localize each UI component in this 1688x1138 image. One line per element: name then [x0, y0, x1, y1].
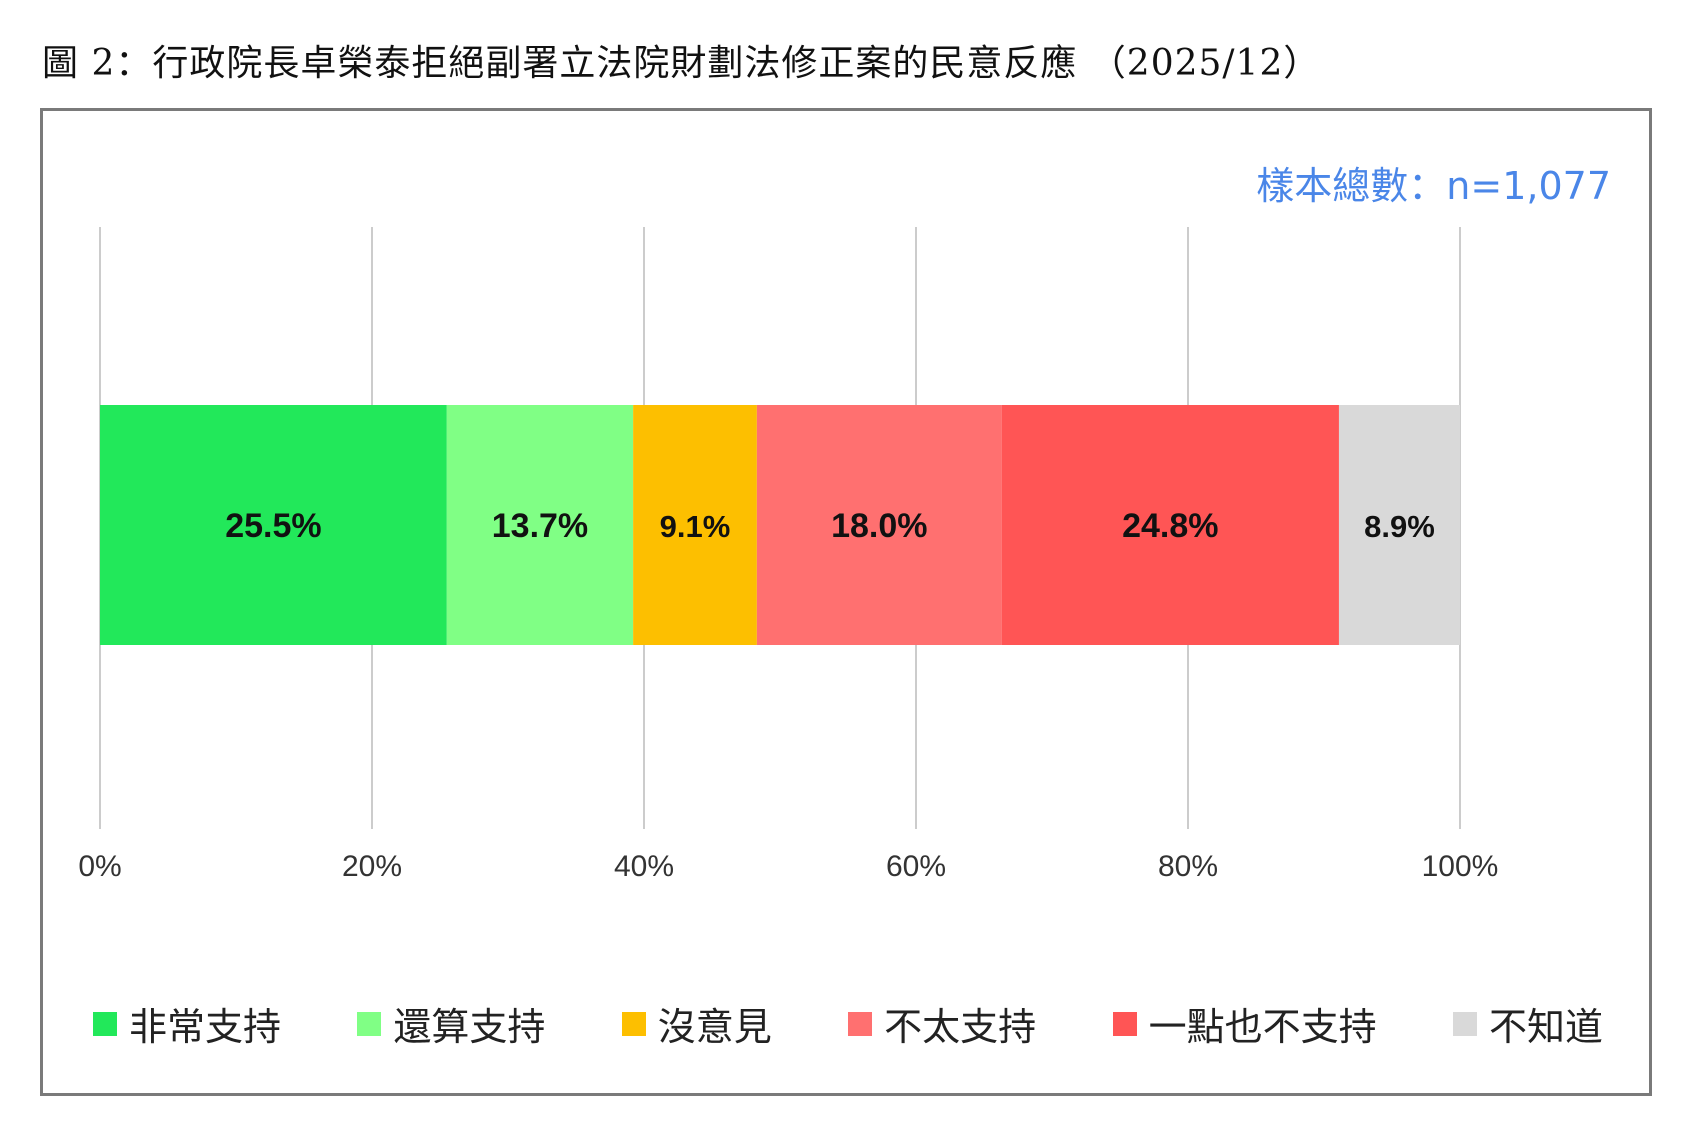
data-label: 13.7%: [492, 507, 588, 545]
bar-segment: [1338, 405, 1460, 645]
bar-segment: [633, 405, 757, 645]
x-tick-label: 80%: [1158, 850, 1218, 883]
legend-swatch: [848, 1011, 873, 1036]
data-label: 24.8%: [1122, 507, 1218, 545]
legend-label: 不知道: [1488, 1005, 1603, 1049]
legend-label: 沒意見: [657, 1005, 772, 1049]
bar-segment: [756, 405, 1002, 645]
data-label: 9.1%: [660, 509, 731, 544]
sample-size-label: 樣本總數：n=1,077: [1256, 164, 1611, 208]
x-tick-label: 40%: [614, 850, 674, 883]
legend: 非常支持 還算支持 沒意見 不太支持 一點也不支持 不知道: [93, 996, 1603, 1051]
legend-swatch: [93, 1011, 117, 1036]
bar-segment: [446, 405, 634, 645]
legend-swatch: [1452, 1011, 1477, 1036]
chart-plot: 0% 20% 40% 60% 80% 100% 25.5% 13.7% 9.1% 18.0% 24.…: [78, 227, 1499, 883]
bar-segment: [100, 405, 447, 645]
data-label: 8.9%: [1364, 509, 1435, 544]
legend-swatch: [1112, 1011, 1137, 1036]
legend-item: 非常支持: [93, 996, 281, 1051]
page-title: 圖 2：行政院長卓榮泰拒絕副署立法院財劃法修正案的民意反應 （2025/12）: [42, 43, 1321, 84]
x-tick-label: 20%: [342, 850, 402, 883]
data-label: 25.5%: [225, 507, 321, 545]
x-tick-label: 100%: [1422, 850, 1499, 883]
legend-item: 還算支持: [357, 996, 545, 1051]
x-tick-label: 0%: [78, 850, 121, 883]
legend-label: 不太支持: [884, 1005, 1037, 1049]
bar-segment: [1001, 405, 1339, 645]
legend-item: 不知道: [1452, 996, 1603, 1051]
legend-label: 還算支持: [393, 1005, 546, 1049]
legend-swatch: [357, 1011, 382, 1036]
legend-item: 不太支持: [848, 996, 1036, 1051]
legend-label: 一點也不支持: [1148, 1005, 1377, 1049]
chart-frame: 樣本總數：n=1,077 0% 20% 40% 60% 80% 100% 25.5% 13.7…: [40, 108, 1652, 1096]
legend-item: 一點也不支持: [1112, 996, 1377, 1051]
legend-label: 非常支持: [129, 1005, 282, 1049]
x-tick-label: 60%: [886, 850, 946, 883]
legend-item: 沒意見: [621, 996, 772, 1051]
data-label: 18.0%: [831, 507, 927, 545]
legend-swatch: [621, 1011, 646, 1036]
